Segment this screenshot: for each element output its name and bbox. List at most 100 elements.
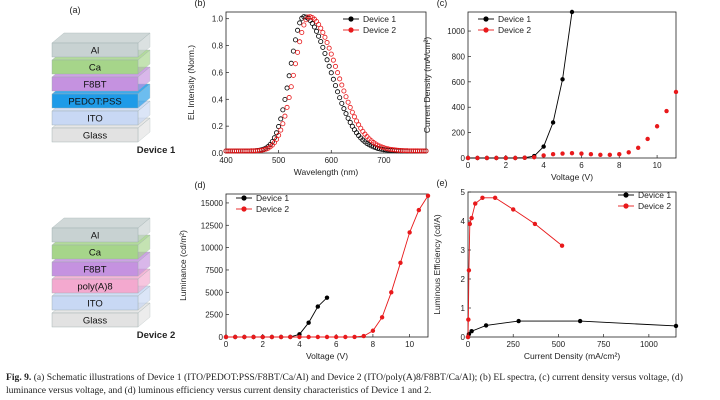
chart-e: 0 250 500 750 1000 0 1 2 3 4 5 Current Density (mA/…: [432, 178, 679, 361]
legend-marker: [241, 195, 247, 201]
layer-label: poly(A)8: [77, 282, 112, 293]
layer-label: F8BT: [83, 265, 106, 276]
data-point: [284, 85, 290, 91]
data-point: [361, 333, 366, 339]
device-stack-2: Glass ITO poly(A)8 F8BT Ca Al Device 2: [51, 217, 175, 341]
data-point: [559, 243, 565, 248]
data-point: [343, 111, 349, 117]
data-point: [484, 155, 490, 161]
device-stack-1: Glass ITO PEDOT:PSS F8BT Ca Al Device 1: [51, 32, 176, 156]
device-name-label: Device 1: [137, 145, 176, 156]
data-point: [297, 334, 302, 340]
data-point: [280, 107, 286, 113]
y-tick-label: 4: [461, 217, 466, 226]
x-tick-label: 2: [261, 340, 266, 349]
y-tick-label: 3: [461, 246, 466, 255]
data-point: [251, 334, 256, 340]
data-point: [407, 230, 412, 235]
data-point: [318, 25, 324, 31]
data-point: [315, 334, 321, 340]
data-point: [356, 122, 362, 128]
data-point: [579, 151, 584, 156]
data-point: [550, 120, 556, 125]
data-point: [337, 76, 343, 82]
data-point: [541, 153, 546, 158]
data-point: [370, 328, 376, 333]
data-point: [626, 150, 631, 155]
data-point: [324, 40, 330, 46]
data-point: [645, 136, 650, 142]
y-tick-label: 2: [461, 275, 466, 284]
figure-caption: Fig. 9. (a) Schematic illustrations of D…: [6, 372, 714, 397]
layer-front-face: [51, 295, 139, 311]
legend-label: Device 1: [363, 14, 396, 24]
data-point: [522, 155, 527, 160]
x-tick-label: 8: [617, 161, 622, 170]
layer-front-face: [51, 312, 139, 328]
legend-label: Device 2: [498, 25, 531, 35]
data-point: [349, 123, 355, 129]
data-point: [379, 315, 385, 320]
y-tick-label: 800: [452, 52, 466, 61]
data-point: [306, 320, 311, 325]
data-point: [607, 152, 613, 158]
series-device-2: [465, 195, 565, 340]
x-tick-label: 6: [579, 161, 584, 170]
layer-label: F8BT: [83, 80, 106, 91]
panel-label-d: (d): [195, 180, 206, 190]
layer-front-face: [51, 244, 139, 260]
data-point: [284, 104, 290, 110]
data-point: [516, 318, 521, 324]
layer-label: Ca: [89, 63, 102, 74]
y-tick-label: 0.2: [212, 122, 224, 131]
y-tick-label: 2500: [205, 311, 223, 320]
data-point: [320, 44, 326, 50]
x-axis-label: Wavelength (nm): [294, 167, 359, 177]
x-tick-label: 8: [371, 340, 376, 349]
chart-d: 0 2 4 6 8 10 0 2500 5000 7500 10000 12500 15000 Volta…: [178, 180, 431, 361]
data-point: [577, 318, 583, 324]
layer-front-face: [51, 42, 139, 58]
data-point: [260, 334, 265, 340]
data-point: [475, 155, 480, 161]
data-point: [345, 115, 351, 121]
data-point: [473, 201, 478, 206]
series-line: [226, 297, 328, 338]
x-axis-label: Voltage (V): [306, 351, 348, 361]
legend-marker: [348, 16, 354, 22]
x-axis-label: Voltage (V): [551, 172, 593, 182]
data-point: [292, 37, 298, 43]
layer-label: ITO: [87, 299, 103, 310]
data-point: [416, 207, 422, 213]
data-point: [354, 118, 360, 124]
layer-label: Al: [91, 231, 99, 242]
data-point: [288, 334, 293, 340]
chart-c: 0 2 4 6 8 10 0 200 400 600 800 1000 Voltage (V) Curre…: [422, 0, 679, 182]
data-point: [379, 144, 385, 150]
layer-front-face: [51, 261, 139, 277]
layer-front-face: [51, 278, 139, 294]
data-point: [223, 334, 229, 340]
x-tick-label: 6: [334, 340, 339, 349]
data-point: [480, 195, 485, 200]
y-tick-label: 0: [461, 333, 466, 342]
series-line: [467, 197, 563, 338]
data-point: [339, 100, 345, 106]
data-point: [664, 108, 669, 114]
series-line: [467, 320, 677, 338]
data-point: [286, 73, 292, 79]
data-point: [274, 136, 280, 142]
legend-marker: [623, 192, 629, 198]
series-line: [226, 195, 429, 338]
plot-frame: [467, 191, 677, 338]
data-point: [290, 72, 296, 78]
data-point: [541, 144, 546, 149]
legend-marker: [348, 27, 354, 33]
layer-label: PEDOT:PSS: [68, 97, 121, 108]
plot-frame: [225, 11, 427, 154]
data-point: [389, 290, 394, 295]
caption-text: (a) Schematic illustrations of Device 1 …: [6, 372, 683, 396]
data-point: [269, 334, 275, 340]
legend-label: Device 2: [363, 25, 396, 35]
data-point: [341, 88, 347, 94]
